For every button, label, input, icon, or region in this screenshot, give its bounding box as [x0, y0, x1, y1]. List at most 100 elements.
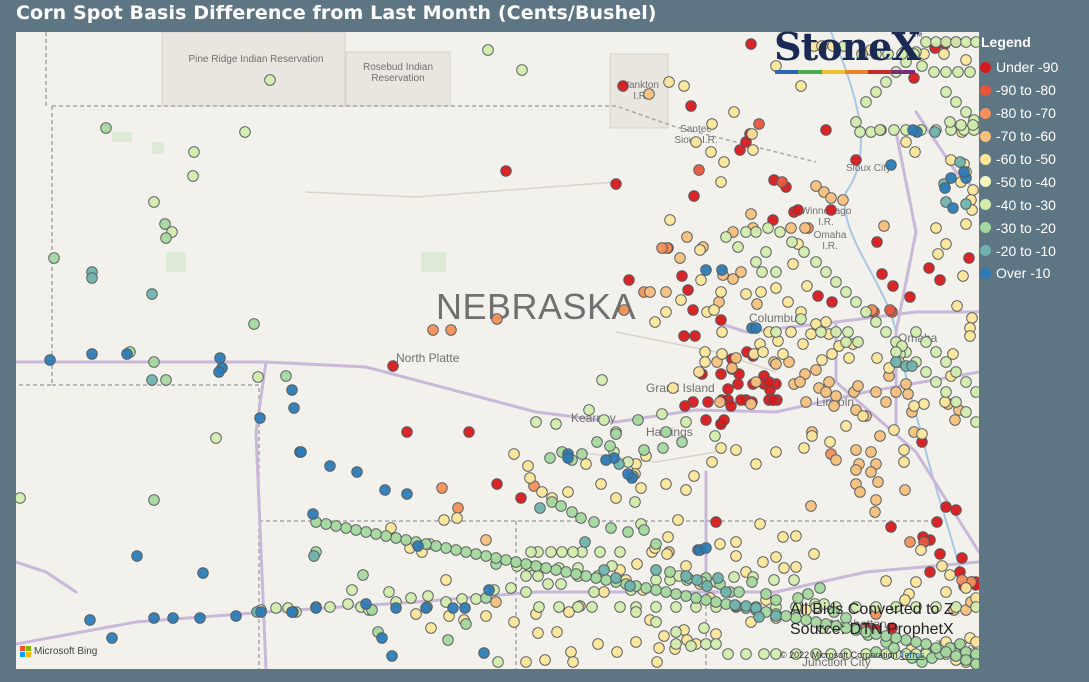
- bid-point[interactable]: [440, 542, 452, 554]
- bid-point[interactable]: [598, 564, 610, 576]
- bid-point[interactable]: [670, 588, 682, 600]
- bid-point[interactable]: [710, 516, 722, 528]
- bid-point[interactable]: [920, 366, 932, 378]
- bid-point[interactable]: [650, 601, 662, 613]
- bid-point[interactable]: [230, 610, 242, 622]
- bid-point[interactable]: [500, 554, 512, 566]
- bid-point[interactable]: [661, 548, 673, 560]
- bid-point[interactable]: [629, 496, 641, 508]
- bid-point[interactable]: [690, 136, 702, 148]
- bid-point[interactable]: [562, 486, 574, 498]
- bid-point[interactable]: [908, 48, 920, 60]
- bid-point[interactable]: [715, 286, 727, 298]
- bid-point[interactable]: [630, 606, 642, 618]
- bid-point[interactable]: [436, 482, 448, 494]
- bid-point[interactable]: [746, 576, 758, 588]
- bid-point[interactable]: [906, 360, 918, 372]
- bid-point[interactable]: [470, 593, 482, 605]
- bid-point[interactable]: [681, 231, 693, 243]
- bid-point[interactable]: [383, 586, 395, 598]
- bid-point[interactable]: [84, 614, 96, 626]
- bid-point[interactable]: [610, 428, 622, 440]
- bid-point[interactable]: [954, 638, 966, 650]
- bid-point[interactable]: [651, 656, 663, 668]
- bid-point[interactable]: [947, 348, 959, 360]
- bid-point[interactable]: [930, 642, 942, 654]
- bid-point[interactable]: [934, 548, 946, 560]
- bid-point[interactable]: [540, 562, 552, 574]
- bid-point[interactable]: [553, 601, 565, 613]
- bid-point[interactable]: [828, 400, 840, 412]
- bid-point[interactable]: [770, 326, 782, 338]
- bid-point[interactable]: [916, 428, 928, 440]
- bid-point[interactable]: [950, 650, 962, 662]
- bid-point[interactable]: [555, 500, 567, 512]
- bid-point[interactable]: [910, 576, 922, 588]
- bid-point[interactable]: [248, 318, 260, 330]
- bid-point[interactable]: [534, 502, 546, 514]
- bid-point[interactable]: [676, 436, 688, 448]
- bid-point[interactable]: [930, 36, 942, 48]
- bid-point[interactable]: [420, 602, 432, 614]
- bid-point[interactable]: [44, 354, 56, 366]
- bid-point[interactable]: [816, 354, 828, 366]
- bid-point[interactable]: [545, 546, 557, 558]
- bid-point[interactable]: [795, 313, 807, 325]
- bid-point[interactable]: [940, 356, 952, 368]
- bid-point[interactable]: [705, 146, 717, 158]
- bid-point[interactable]: [722, 383, 734, 395]
- bid-point[interactable]: [878, 220, 890, 232]
- bid-point[interactable]: [600, 454, 612, 466]
- bid-point[interactable]: [664, 566, 676, 578]
- bid-point[interactable]: [614, 546, 626, 558]
- bid-point[interactable]: [842, 326, 854, 338]
- bid-point[interactable]: [751, 298, 763, 310]
- bid-point[interactable]: [728, 571, 740, 583]
- bid-point[interactable]: [663, 76, 675, 88]
- bid-point[interactable]: [940, 86, 952, 98]
- bid-point[interactable]: [896, 48, 908, 60]
- bid-point[interactable]: [340, 522, 352, 534]
- bid-point[interactable]: [939, 182, 951, 194]
- bid-point[interactable]: [930, 222, 942, 234]
- bid-point[interactable]: [505, 582, 517, 594]
- bid-point[interactable]: [850, 601, 862, 613]
- bid-point[interactable]: [632, 414, 644, 426]
- bid-point[interactable]: [882, 48, 894, 60]
- bid-point[interactable]: [700, 542, 712, 554]
- bid-point[interactable]: [532, 627, 544, 639]
- bid-point[interactable]: [870, 494, 882, 506]
- bid-point[interactable]: [410, 608, 422, 620]
- bid-point[interactable]: [795, 80, 807, 92]
- bid-point[interactable]: [750, 376, 762, 388]
- bid-point[interactable]: [605, 522, 617, 534]
- bid-point[interactable]: [940, 36, 952, 48]
- bid-point[interactable]: [622, 468, 634, 480]
- legend-item[interactable]: Over -10: [980, 262, 1089, 285]
- bid-point[interactable]: [148, 494, 160, 506]
- bid-point[interactable]: [572, 601, 584, 613]
- legend-item[interactable]: -60 to -50: [980, 148, 1089, 171]
- bid-point[interactable]: [760, 588, 772, 600]
- bid-point[interactable]: [729, 599, 741, 611]
- bid-point[interactable]: [940, 586, 952, 598]
- bid-point[interactable]: [520, 656, 532, 668]
- legend-item[interactable]: -50 to -40: [980, 170, 1089, 193]
- bid-point[interactable]: [610, 178, 622, 190]
- legend-item[interactable]: -90 to -80: [980, 79, 1089, 102]
- bid-point[interactable]: [590, 572, 602, 584]
- bid-point[interactable]: [930, 346, 942, 358]
- bid-point[interactable]: [826, 296, 838, 308]
- bid-point[interactable]: [776, 176, 788, 188]
- bid-point[interactable]: [727, 273, 739, 285]
- bid-point[interactable]: [594, 546, 606, 558]
- bid-point[interactable]: [483, 584, 495, 596]
- bid-point[interactable]: [670, 638, 682, 650]
- bid-point[interactable]: [480, 610, 492, 622]
- bid-point[interactable]: [570, 568, 582, 580]
- bid-point[interactable]: [810, 601, 822, 613]
- bid-point[interactable]: [320, 518, 332, 530]
- bid-point[interactable]: [693, 164, 705, 176]
- bid-point[interactable]: [730, 550, 742, 562]
- bid-point[interactable]: [660, 586, 672, 598]
